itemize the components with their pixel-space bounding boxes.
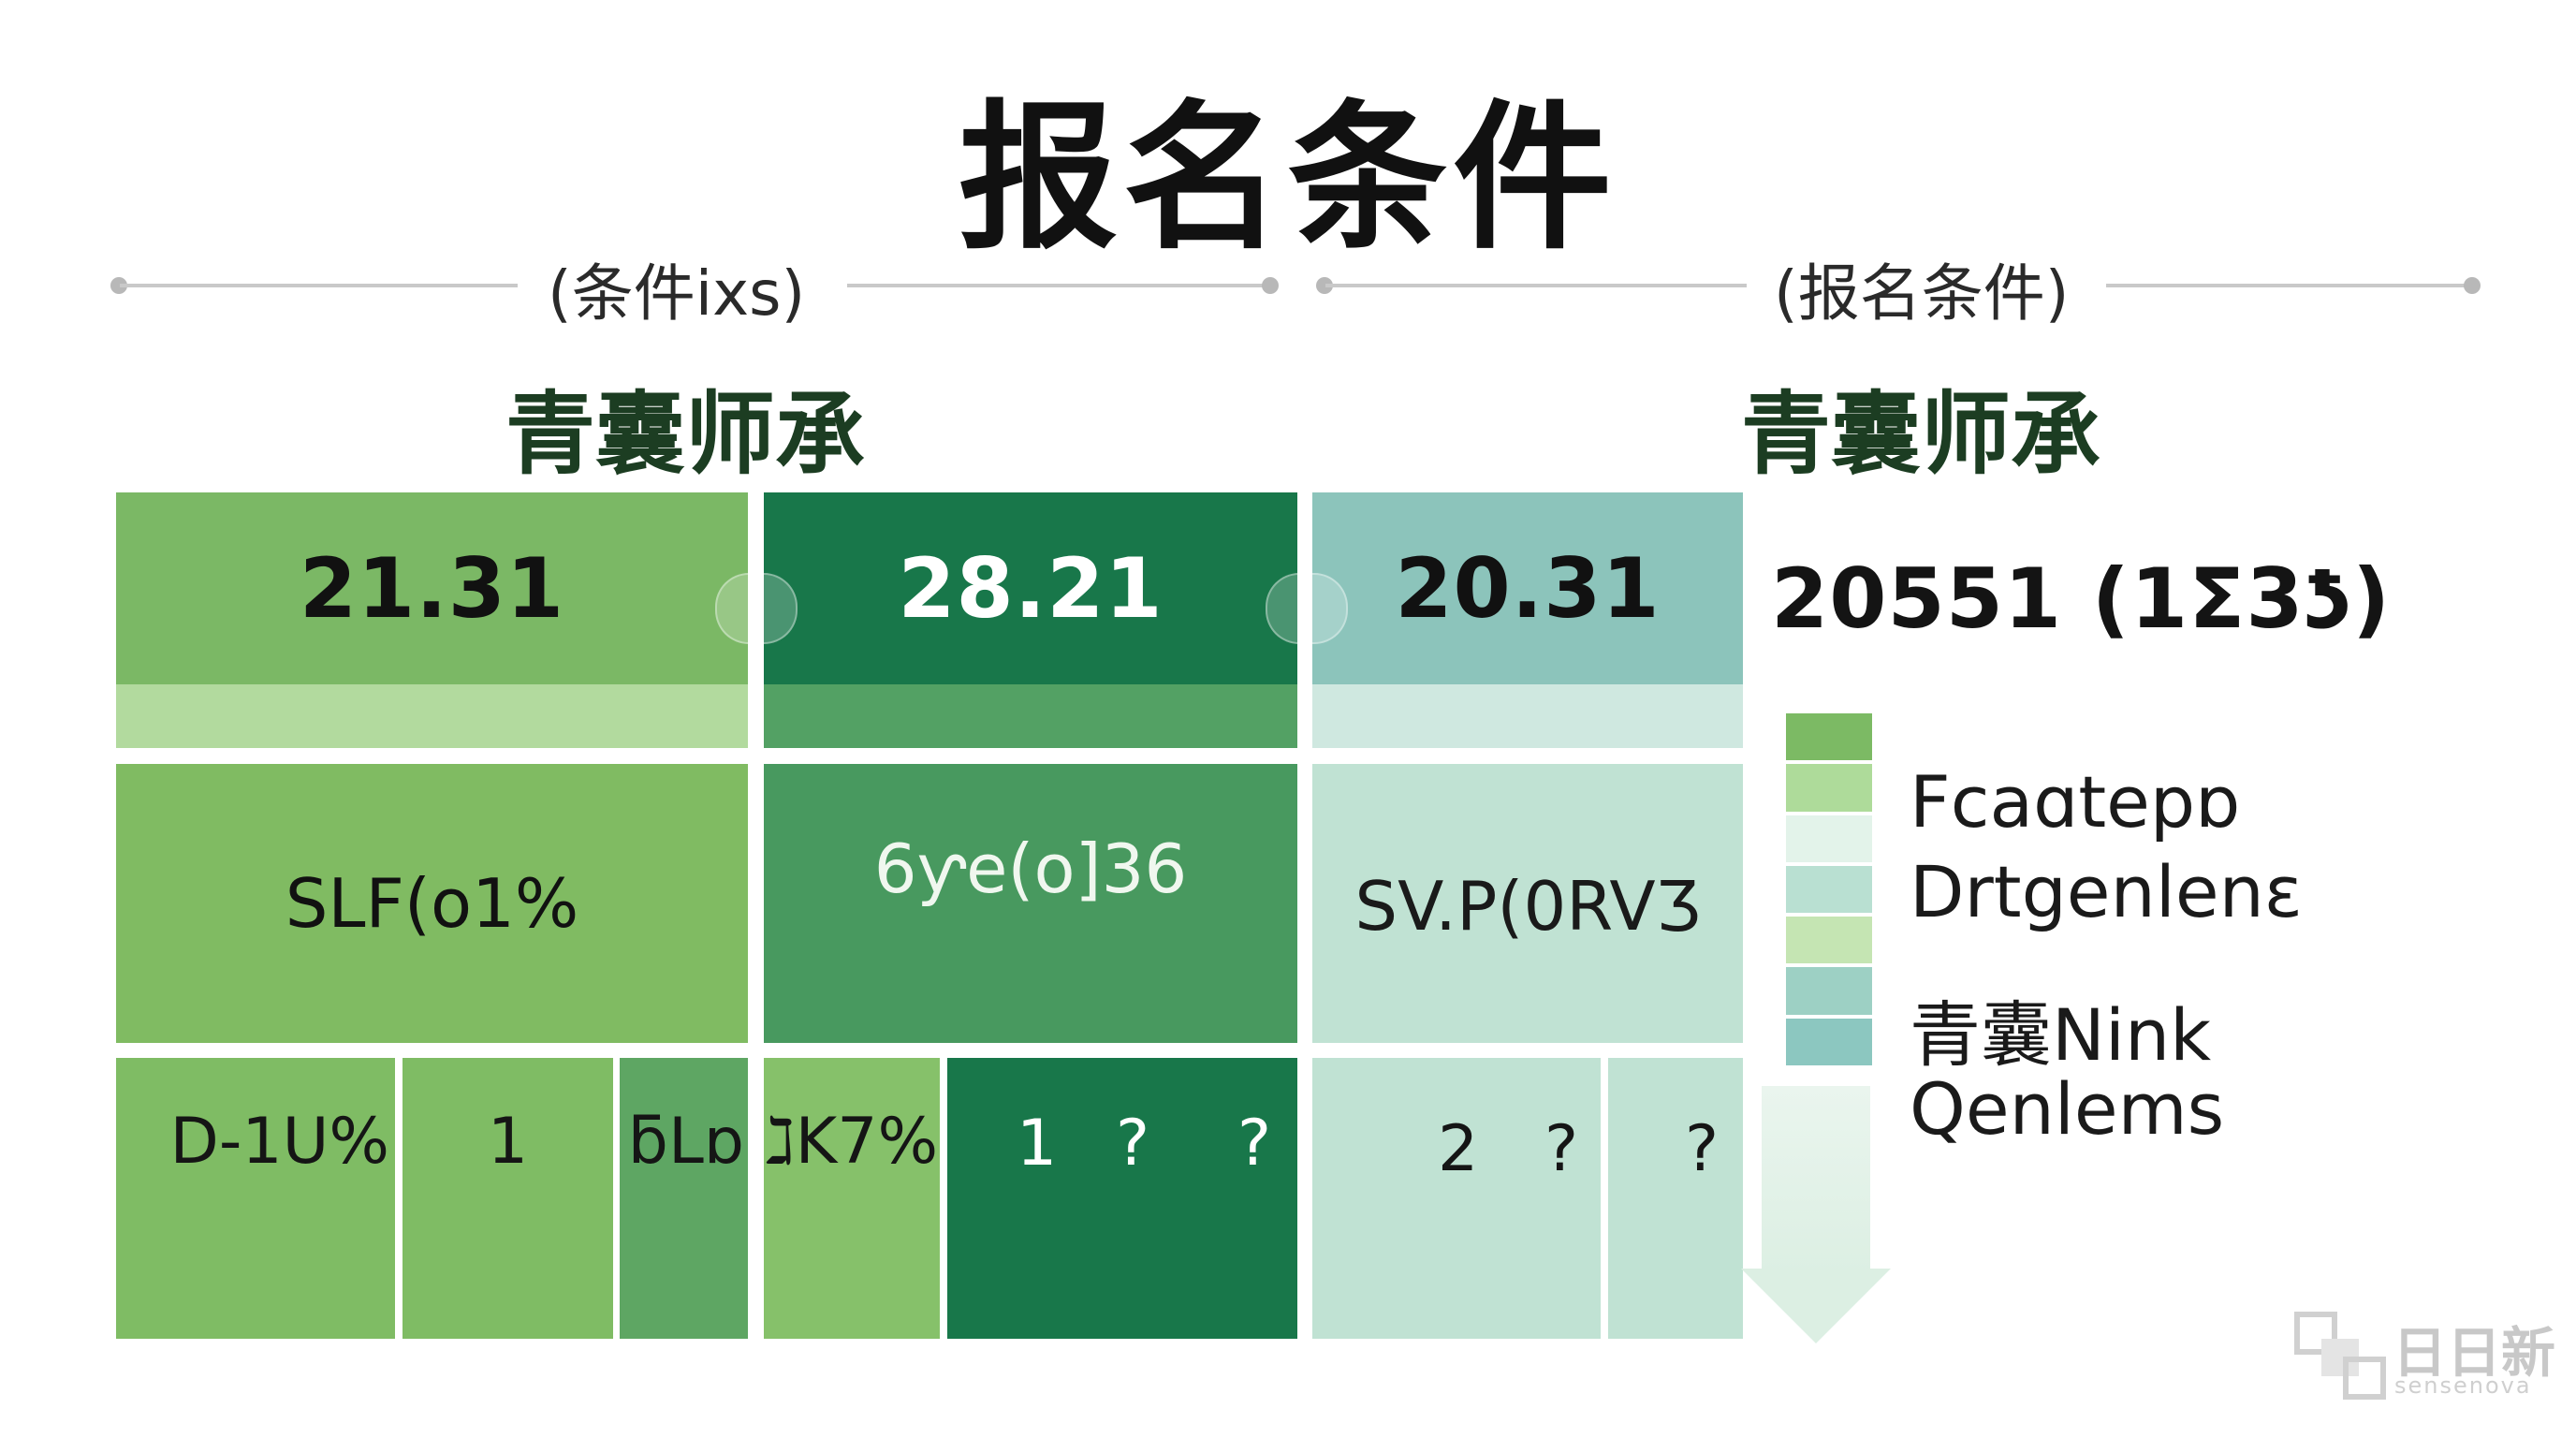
divider-line <box>2106 284 2471 287</box>
rule-dot <box>2464 277 2481 294</box>
divider-line <box>847 284 1268 287</box>
rule-dot <box>110 277 127 294</box>
row3-cell-7-label: ? <box>1237 1107 1272 1181</box>
legend-entry-4: Qenlems <box>1910 1067 2225 1151</box>
row3-cell-4-label: ℷK7% <box>765 1105 939 1179</box>
row1-cell-1-label: 21.31 <box>299 540 565 637</box>
row2-cell-1: SLF(o1% <box>116 764 748 1043</box>
divider-line <box>120 284 518 287</box>
row1-band-2 <box>764 684 1297 748</box>
row3-block-light-b <box>1608 1058 1743 1339</box>
legend-swatch <box>1786 967 1872 1015</box>
row3-cell-9-label: ? <box>1544 1112 1579 1186</box>
row2-cell-2: 6ƴe(o]36 <box>764 764 1297 1043</box>
page-title: 报名条件 <box>958 86 1617 271</box>
row1-band-1 <box>116 684 748 748</box>
row1-cell-3: 20.31 <box>1312 492 1743 684</box>
row3-cell-6-label: ? <box>1116 1107 1150 1181</box>
row1-band-3 <box>1312 684 1743 748</box>
subtitle-right: (报名条件) <box>1774 257 2070 330</box>
legend-swatch <box>1786 713 1872 761</box>
slider-knob <box>715 573 798 644</box>
sensenova-logo-icon <box>2294 1312 2386 1400</box>
legend-swatch <box>1786 814 1872 862</box>
row3-block-dark <box>947 1058 1297 1339</box>
down-arrow-head-icon <box>1741 1269 1891 1343</box>
row3-cell-8-label: 2 <box>1438 1112 1479 1186</box>
legend-entry-3: 青囊Nink <box>1910 993 2212 1077</box>
row3-cell-3: ƃLɒ <box>620 1058 748 1339</box>
legend-swatch <box>1786 917 1872 964</box>
row3-cell-5-label: 1 <box>1017 1107 1058 1181</box>
row1-cell-2-label: 28.21 <box>898 540 1164 637</box>
row2-cell-3: SV.P(0RVƷ <box>1312 764 1743 1043</box>
row1-cell-3-label: 20.31 <box>1395 540 1661 637</box>
column-head-right: 青囊师承 <box>1741 382 2100 487</box>
row1-cell-2: 28.21 <box>764 492 1297 684</box>
slider-knob <box>1266 573 1348 644</box>
legend-swatch <box>1786 764 1872 812</box>
watermark-subtext: sensenova <box>2394 1372 2532 1399</box>
row3-cell-1-label: D-1U% <box>169 1105 389 1179</box>
row3-block-light-a <box>1312 1058 1601 1339</box>
legend-swatch <box>1786 865 1872 914</box>
row3-cell-10-label: ? <box>1685 1112 1720 1186</box>
row2-cell-3-label: SV.P(0RVƷ <box>1354 867 1701 946</box>
down-arrow-icon <box>1762 1086 1870 1273</box>
legend-swatch <box>1786 1018 1872 1065</box>
row3-cell-2: 1 <box>402 1058 613 1339</box>
row3-cell-1: D-1U% <box>116 1058 395 1339</box>
legend-swatch-strip <box>1786 713 1872 1069</box>
row3-cell-4: ℷK7% <box>764 1058 940 1339</box>
legend-entry-2: Drtgenlenɛ <box>1910 850 2303 933</box>
rule-dot <box>1262 277 1279 294</box>
legend-entry-1: Fcaɑtepɒ <box>1910 760 2241 844</box>
watermark-text: 日日新 <box>2393 1321 2556 1385</box>
divider-line <box>1325 284 1747 287</box>
row3-cell-2-label: 1 <box>487 1105 529 1179</box>
row1-extra-value: 20551 (1Ʃ3ƾ) <box>1771 550 2392 647</box>
row2-cell-2-label: 6ƴe(o]36 <box>873 829 1188 908</box>
rule-dot <box>1316 277 1333 294</box>
subtitle-left: (条件ixs) <box>548 257 806 330</box>
row3-cell-3-label: ƃLɒ <box>627 1105 744 1179</box>
row2-cell-1-label: SLF(o1% <box>285 864 579 943</box>
row1-cell-1: 21.31 <box>116 492 748 684</box>
column-head-left: 青囊师承 <box>505 382 865 487</box>
